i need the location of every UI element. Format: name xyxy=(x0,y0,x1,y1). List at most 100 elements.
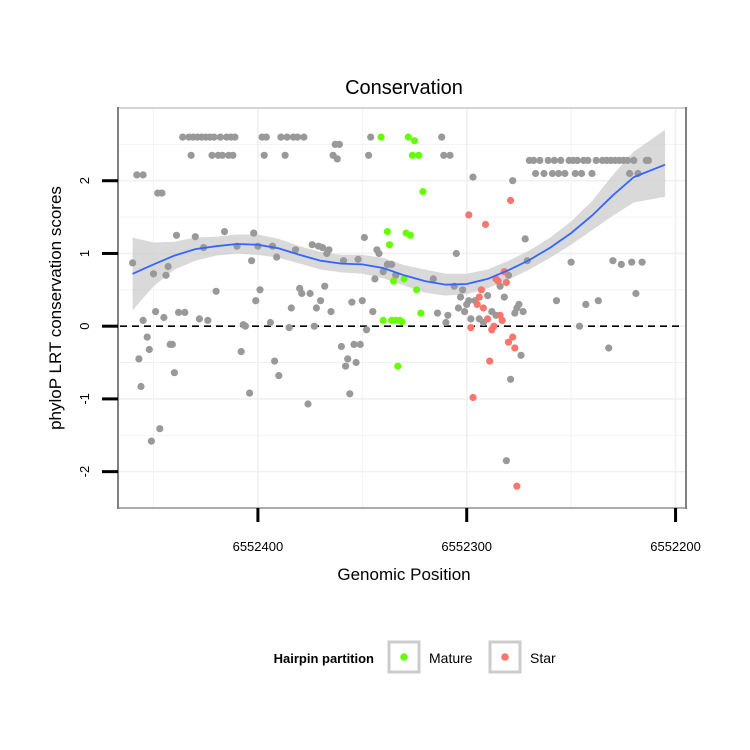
point-other xyxy=(195,315,203,323)
point-other xyxy=(371,275,379,283)
point-mature xyxy=(410,137,419,145)
point-other xyxy=(548,169,557,178)
point-other xyxy=(461,308,469,316)
point-other xyxy=(356,340,364,348)
point-other xyxy=(358,297,366,305)
point-other xyxy=(300,133,308,141)
point-other xyxy=(638,258,646,266)
point-other xyxy=(388,260,396,268)
x-axis-label: Genomic Position xyxy=(337,565,470,584)
point-other xyxy=(285,324,293,332)
point-other xyxy=(552,297,561,305)
point-star xyxy=(481,220,490,228)
point-other xyxy=(582,300,590,308)
point-star xyxy=(475,293,483,301)
point-other xyxy=(459,286,467,294)
point-other xyxy=(532,169,540,178)
point-other xyxy=(168,340,176,348)
point-other xyxy=(271,357,279,365)
point-other xyxy=(162,271,170,279)
point-mature xyxy=(383,228,391,236)
point-star xyxy=(513,482,521,490)
point-mature xyxy=(419,188,427,196)
point-other xyxy=(319,244,327,252)
point-other xyxy=(175,308,183,316)
y-axis-ticks: -2 -1 0 1 2 xyxy=(77,177,118,477)
point-other xyxy=(337,342,345,351)
point-other xyxy=(275,372,283,380)
point-other xyxy=(375,249,383,258)
point-other xyxy=(187,151,195,159)
point-other xyxy=(147,437,155,445)
point-other xyxy=(181,308,189,316)
y-axis-label: phyloP LRT conservation scores xyxy=(46,186,65,430)
point-other xyxy=(609,257,617,265)
point-star xyxy=(484,315,492,323)
point-other xyxy=(594,297,602,305)
point-other xyxy=(588,169,596,178)
point-other xyxy=(218,151,226,159)
point-other xyxy=(139,316,147,324)
point-star xyxy=(477,286,485,294)
point-star xyxy=(490,322,498,330)
point-other xyxy=(456,293,465,301)
point-other xyxy=(644,156,653,164)
point-other xyxy=(160,313,168,322)
point-other xyxy=(321,282,329,290)
point-other xyxy=(304,400,312,408)
point-star xyxy=(467,324,475,332)
point-other xyxy=(308,241,316,249)
point-other xyxy=(348,298,356,306)
point-other xyxy=(444,311,452,319)
point-star xyxy=(498,316,506,324)
point-other xyxy=(509,177,517,185)
legend-swatch-mature xyxy=(400,653,408,661)
point-other xyxy=(241,322,249,330)
point-other xyxy=(156,425,164,433)
point-other xyxy=(170,369,178,377)
point-other xyxy=(578,169,586,178)
point-other xyxy=(630,156,638,164)
point-other xyxy=(350,340,358,348)
point-other xyxy=(346,390,354,398)
point-other xyxy=(519,308,527,316)
point-other xyxy=(521,235,529,243)
point-other xyxy=(369,308,377,316)
plot-panel xyxy=(117,107,687,509)
point-other xyxy=(291,246,300,254)
point-mature xyxy=(377,133,385,141)
point-other xyxy=(515,300,523,308)
point-star xyxy=(469,393,477,402)
point-other xyxy=(256,286,264,294)
y-tick-label: -2 xyxy=(77,466,92,478)
point-other xyxy=(567,258,575,266)
point-other xyxy=(262,133,270,141)
legend-title: Hairpin partition xyxy=(274,651,374,666)
point-other xyxy=(133,171,141,179)
confidence-band xyxy=(132,129,666,311)
y-tick-label: -1 xyxy=(77,393,92,405)
point-other xyxy=(143,333,151,341)
point-star xyxy=(502,278,510,287)
point-other xyxy=(352,358,360,367)
point-other xyxy=(298,289,306,298)
point-star xyxy=(511,344,519,352)
x-tick-label: 6552400 xyxy=(233,539,284,554)
point-other xyxy=(433,309,442,317)
point-other xyxy=(220,228,229,236)
legend: Hairpin partition Mature Star xyxy=(274,640,556,674)
point-mature xyxy=(398,318,406,326)
point-star xyxy=(509,333,517,341)
point-other xyxy=(517,351,525,359)
point-other xyxy=(208,151,216,159)
point-other xyxy=(283,133,291,141)
point-other xyxy=(561,169,569,178)
point-mature xyxy=(394,362,402,370)
point-mature xyxy=(406,231,414,239)
point-mature xyxy=(400,275,408,283)
point-other xyxy=(327,308,335,316)
point-other xyxy=(248,257,256,265)
confidence-band-area xyxy=(132,129,666,311)
point-other xyxy=(229,151,237,159)
point-other xyxy=(287,304,295,312)
